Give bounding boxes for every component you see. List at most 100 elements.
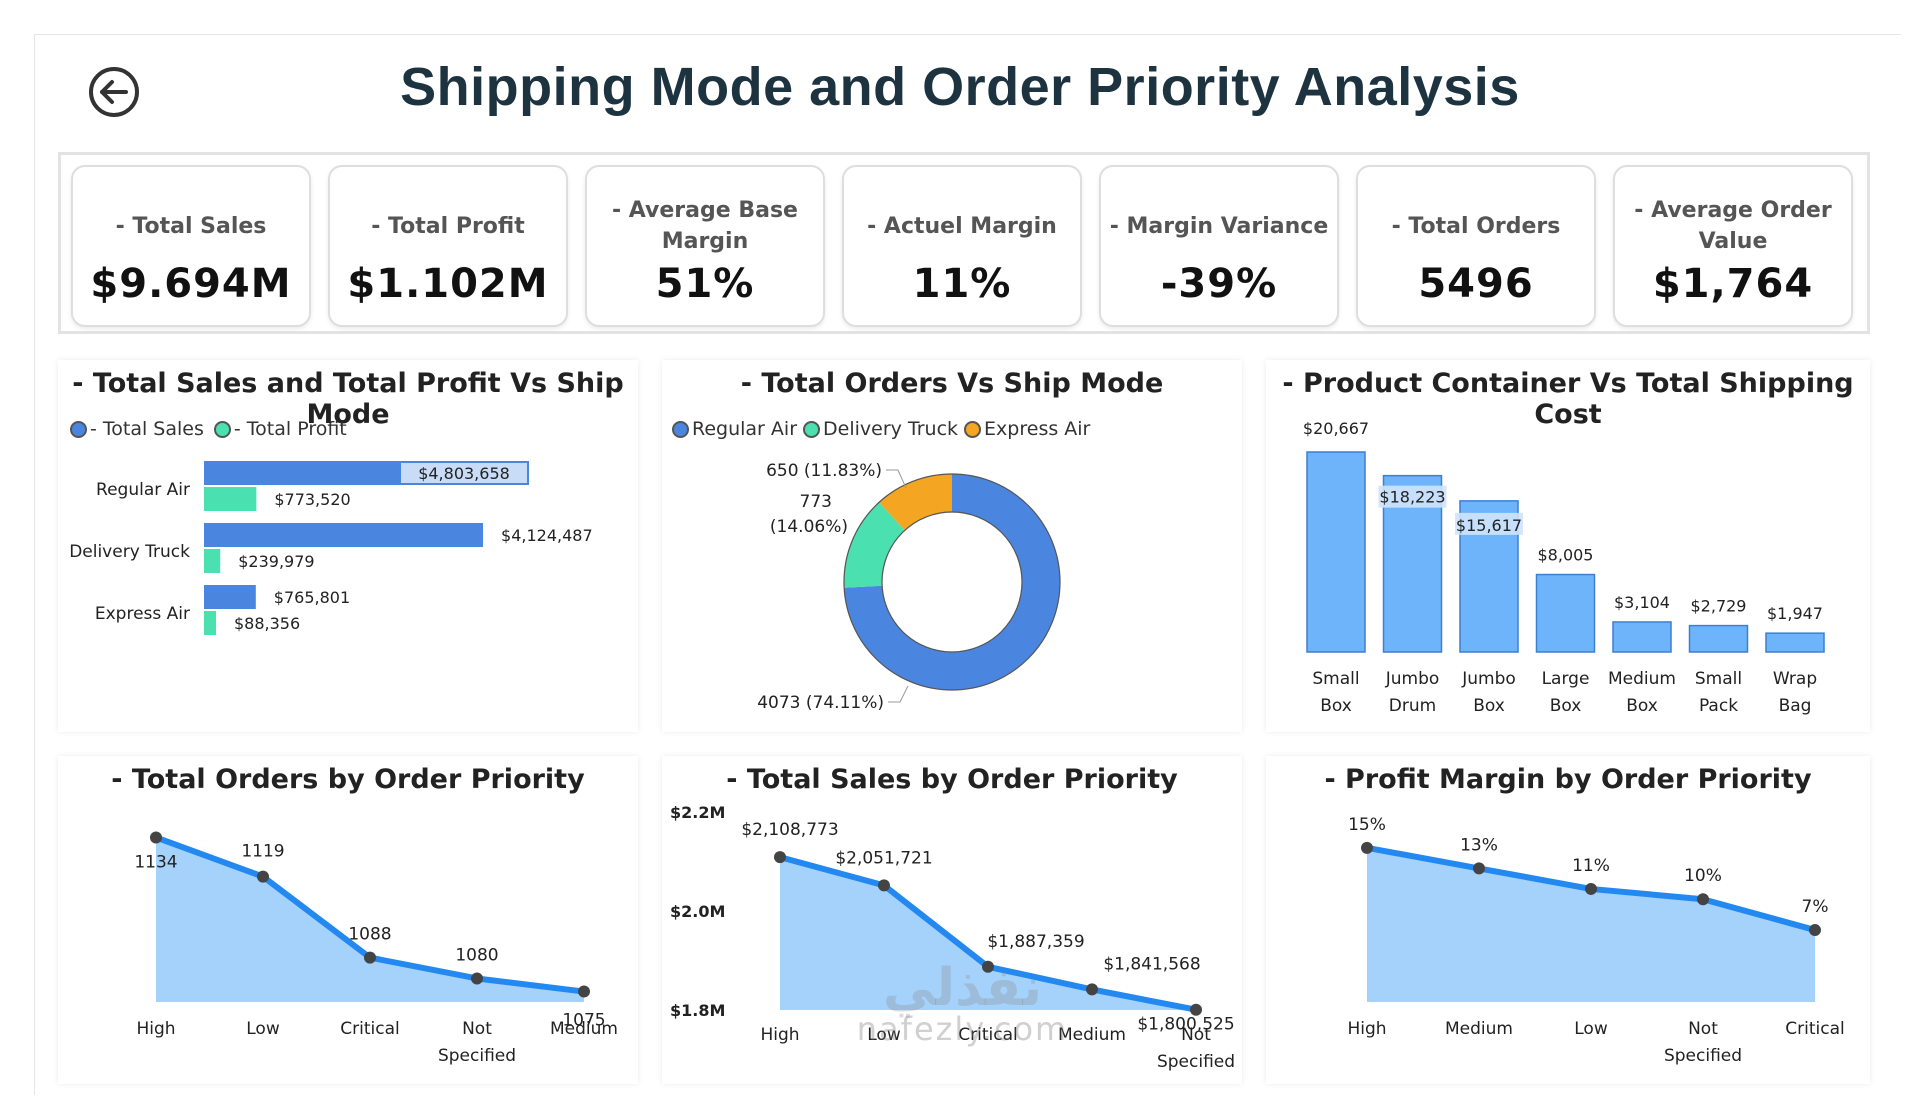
legend-label-profit[interactable]: - Total Profit [233, 418, 347, 440]
category-label: High [760, 1025, 799, 1045]
category-label: Critical [340, 1019, 399, 1039]
back-arrow-icon[interactable] [88, 66, 140, 118]
point-value-label: 7% [1802, 897, 1829, 917]
kpi-strip: - Total Sales $9.694M - Total Profit $1.… [58, 152, 1870, 334]
category-label: Low [1574, 1019, 1608, 1039]
area-fill [780, 857, 1196, 1010]
category-label: Specified [1664, 1046, 1742, 1066]
data-point [1190, 1003, 1202, 1016]
data-point [1473, 862, 1485, 875]
kpi-card-average-order-value[interactable]: - Average Order Value $1,764 [1613, 165, 1853, 327]
category-label: Specified [1157, 1052, 1235, 1072]
legend-label-regular-air[interactable]: Regular Air [692, 418, 798, 440]
container-bar [1306, 451, 1366, 653]
category-label: Medium [1058, 1025, 1126, 1045]
point-value-label: 1075 [562, 1011, 605, 1031]
kpi-card-average-base-margin[interactable]: - Average Base Margin 51% [585, 165, 825, 327]
bar-value-label: $8,005 [1538, 546, 1594, 565]
point-value-label: $1,800,525 [1137, 1015, 1234, 1035]
watermark-arabic: نفذلي [882, 958, 1043, 1018]
watermark-latin: nafezly.com [856, 1010, 1069, 1048]
chart-title: - Product Container Vs Total Shipping Co… [1282, 368, 1854, 430]
data-point [982, 960, 994, 973]
kpi-value: $1.102M [347, 261, 549, 307]
point-value-label: 1080 [455, 945, 498, 965]
category-label: Low [246, 1019, 280, 1039]
data-point [1585, 882, 1597, 895]
profit-bar [204, 487, 257, 511]
category-label: Bag [1779, 696, 1812, 716]
sales-value-label: $4,124,487 [501, 526, 593, 545]
point-value-label: 1134 [134, 852, 177, 872]
category-label: Medium [1445, 1019, 1513, 1039]
kpi-value: $1,764 [1652, 261, 1814, 307]
legend-label-delivery-truck[interactable]: Delivery Truck [823, 418, 959, 440]
category-label: Wrap [1773, 669, 1817, 689]
bar-value-label: $20,667 [1303, 419, 1369, 438]
category-label: Low [867, 1025, 901, 1045]
category-label: Large [1542, 669, 1590, 689]
chart-legend: Regular Air Delivery Truck Express Air [666, 418, 1090, 440]
container-bar [1688, 624, 1749, 653]
category-label: Medium [550, 1019, 618, 1039]
legend-swatch-sales [70, 420, 87, 438]
panel-orders-by-priority: - Total Orders by Order Priority 1134 Hig… [58, 756, 638, 1084]
category-label: Regular Air [96, 480, 190, 500]
profit-bar [204, 611, 216, 635]
data-point [774, 851, 786, 864]
point-value-label: 10% [1684, 866, 1722, 886]
kpi-label: - Average Base Margin [612, 198, 798, 254]
category-label: Small [1312, 669, 1359, 689]
kpi-label: - Total Profit [371, 213, 525, 239]
category-label: Express Air [95, 604, 190, 624]
panel-margin-by-priority: - Profit Margin by Order Priority 15% Hig… [1266, 756, 1870, 1084]
point-value-label: $1,841,568 [1103, 954, 1200, 974]
category-label: Jumbo [1461, 669, 1516, 689]
data-point [578, 985, 590, 998]
panel-sales-profit-ship-mode: - Total Sales and Total Profit Vs Ship M… [58, 360, 638, 732]
legend-swatch-regular-air [672, 420, 689, 438]
point-value-label: 1088 [348, 925, 391, 945]
data-point [1086, 983, 1098, 996]
kpi-card-total-sales[interactable]: - Total Sales $9.694M [71, 165, 311, 327]
category-label: Delivery Truck [69, 542, 190, 562]
sales-bar [204, 585, 256, 609]
slice-label-delivery-truck-pct: (14.06%) [770, 517, 848, 537]
kpi-value: 5496 [1418, 261, 1534, 307]
container-bar [1612, 621, 1672, 653]
category-label: Critical [958, 1025, 1017, 1045]
data-point [1809, 924, 1821, 937]
category-label: Not [462, 1019, 492, 1039]
bar-value-label: $3,104 [1614, 593, 1670, 612]
leader-line [886, 469, 907, 489]
category-label: Small [1695, 669, 1742, 689]
chart-title: - Total Sales and Total Profit Vs Ship M… [72, 368, 624, 430]
y-tick-label: $2.2M [670, 803, 725, 822]
data-point [471, 972, 483, 985]
kpi-label: - Total Orders [1391, 213, 1561, 239]
kpi-label: - Actuel Margin [867, 213, 1057, 239]
category-label: Jumbo [1385, 669, 1440, 689]
kpi-card-total-orders[interactable]: - Total Orders 5496 [1356, 165, 1596, 327]
kpi-label: - Margin Variance [1109, 213, 1329, 239]
legend-label-express-air[interactable]: Express Air [984, 418, 1091, 440]
legend-label-sales[interactable]: - Total Sales [90, 418, 204, 440]
kpi-card-total-profit[interactable]: - Total Profit $1.102M [328, 165, 568, 327]
sales-value-label: $4,803,658 [418, 464, 510, 483]
kpi-card-actuel-margin[interactable]: - Actuel Margin 11% [842, 165, 1082, 327]
donut-slice [844, 474, 1060, 690]
category-label: Drum [1389, 696, 1436, 716]
data-point [257, 870, 269, 883]
category-label: Box [1626, 696, 1658, 716]
kpi-value: -39% [1160, 261, 1278, 307]
chart-margin-by-priority: 15% High 13% Medium 11% Low 10% Not Specified 7% C… [1347, 815, 1844, 1066]
slice-label-regular-air: 4073 (74.11%) [757, 693, 884, 713]
y-tick-label: $1.8M [670, 1001, 725, 1020]
category-label: Not [1688, 1019, 1718, 1039]
kpi-card-margin-variance[interactable]: - Margin Variance -39% [1099, 165, 1339, 327]
donut-outer-edge [843, 473, 1061, 691]
data-label-bg [1378, 485, 1447, 508]
chart-title: - Total Orders by Order Priority [111, 764, 585, 795]
profit-value-label: $88,356 [234, 614, 300, 633]
point-value-label: $2,051,721 [835, 848, 932, 868]
